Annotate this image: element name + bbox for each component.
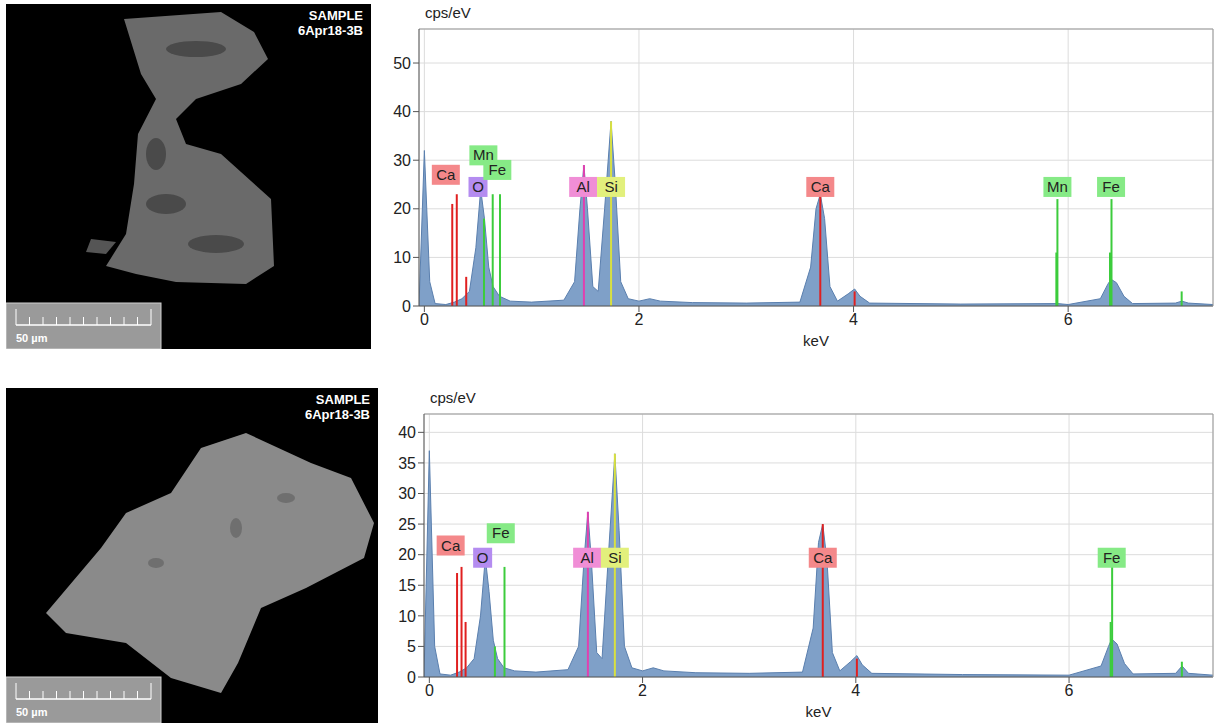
svg-text:0: 0 (407, 669, 416, 686)
svg-text:O: O (472, 178, 484, 195)
svg-text:Fe: Fe (1103, 549, 1121, 566)
svg-text:4: 4 (849, 311, 858, 328)
svg-text:2: 2 (635, 311, 644, 328)
svg-text:4: 4 (851, 682, 860, 699)
svg-text:Ca: Ca (813, 549, 833, 566)
svg-text:2: 2 (638, 682, 647, 699)
svg-text:Ca: Ca (811, 178, 831, 195)
svg-text:15: 15 (398, 577, 416, 594)
svg-text:6: 6 (1064, 311, 1073, 328)
svg-text:5: 5 (407, 638, 416, 655)
svg-text:50 µm: 50 µm (16, 332, 48, 344)
svg-text:6Apr18-3B: 6Apr18-3B (305, 407, 370, 422)
svg-text:Si: Si (604, 178, 617, 195)
svg-text:10: 10 (398, 608, 416, 625)
svg-text:20: 20 (393, 200, 411, 217)
html-text:cps/eV: cps/eV (425, 4, 471, 21)
svg-text:Fe: Fe (489, 161, 507, 178)
svg-text:50 µm: 50 µm (16, 706, 48, 718)
html-text:cps/eV: cps/eV (430, 389, 476, 406)
svg-text:30: 30 (398, 485, 416, 502)
svg-text:20: 20 (398, 546, 416, 563)
svg-text:SAMPLE: SAMPLE (316, 392, 371, 407)
svg-text:SAMPLE: SAMPLE (309, 8, 364, 23)
svg-text:keV: keV (803, 332, 829, 349)
svg-text:50: 50 (393, 55, 411, 72)
svg-text:35: 35 (398, 455, 416, 472)
svg-text:O: O (477, 549, 489, 566)
svg-text:30: 30 (393, 152, 411, 169)
svg-text:keV: keV (806, 703, 832, 720)
svg-text:10: 10 (393, 249, 411, 266)
svg-text:0: 0 (402, 298, 411, 315)
svg-text:25: 25 (398, 516, 416, 533)
svg-text:Ca: Ca (441, 537, 461, 554)
svg-text:Al: Al (576, 178, 589, 195)
svg-text:0: 0 (425, 682, 434, 699)
svg-text:Si: Si (608, 549, 621, 566)
svg-text:Ca: Ca (436, 166, 456, 183)
svg-text:Fe: Fe (1102, 178, 1120, 195)
svg-text:Mn: Mn (473, 146, 494, 164)
svg-text:Mn: Mn (1047, 178, 1068, 195)
svg-text:40: 40 (398, 424, 416, 441)
svg-text:0: 0 (420, 311, 429, 328)
svg-text:40: 40 (393, 103, 411, 120)
svg-text:Al: Al (580, 549, 593, 566)
svg-text:Fe: Fe (492, 524, 510, 541)
svg-text:6: 6 (1065, 682, 1074, 699)
svg-text:6Apr18-3B: 6Apr18-3B (298, 23, 363, 38)
